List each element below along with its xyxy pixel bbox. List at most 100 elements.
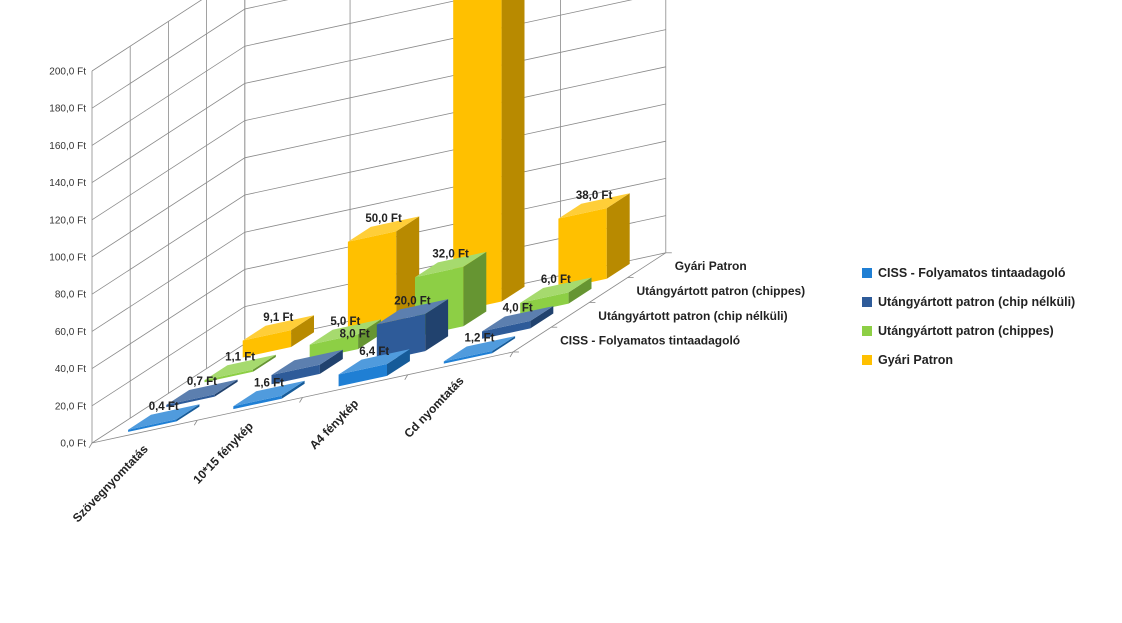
- category-label: Cd nyomtatás: [401, 374, 466, 441]
- series-axis-label: Utángyártott patron (chip nélküli): [598, 309, 787, 323]
- bar: [453, 0, 525, 312]
- data-label: 9,1 Ft: [263, 312, 293, 324]
- y-tick-label: 80,0 Ft: [55, 290, 86, 301]
- category-tick: [509, 351, 514, 358]
- data-label: 8,0 Ft: [340, 328, 370, 340]
- bar-front: [233, 395, 282, 410]
- y-tick-label: 140,0 Ft: [49, 178, 86, 189]
- series-axis-label: CISS - Folyamatos tintaadagoló: [560, 334, 740, 348]
- bar-side: [176, 404, 200, 422]
- bar: [271, 349, 343, 385]
- bar-side: [463, 251, 487, 327]
- data-label: 1,1 Ft: [225, 351, 255, 363]
- category-tick: [404, 374, 409, 380]
- bar-top: [376, 299, 449, 325]
- bar: [242, 315, 314, 358]
- legend-label: CISS - Folyamatos tintaadagoló: [878, 265, 1066, 280]
- legend-swatch: [862, 354, 872, 365]
- data-label: 32,0 Ft: [432, 249, 469, 261]
- bar-front: [309, 334, 359, 360]
- bar-top: [338, 349, 410, 375]
- bar-front: [166, 394, 215, 408]
- bar-front: [338, 364, 387, 387]
- bar-front: [347, 231, 397, 335]
- series-axis-label: Utángyártott patron (chippes): [637, 284, 806, 298]
- bar: [338, 349, 410, 387]
- category-tick: [88, 442, 93, 449]
- bar-top: [309, 319, 381, 345]
- category-tick: [193, 420, 198, 426]
- y-tick-label: 160,0 Ft: [49, 141, 86, 152]
- bar-front: [558, 208, 607, 290]
- bar-side: [606, 193, 630, 279]
- data-label: 1,6 Ft: [254, 377, 284, 389]
- legend-swatch: [862, 267, 872, 278]
- bar-front: [376, 313, 426, 362]
- bar-top: [204, 354, 276, 381]
- axes: [88, 252, 672, 449]
- y-tick-label: 0,0 Ft: [60, 439, 86, 450]
- category-tick: [299, 397, 303, 403]
- bar-side: [568, 277, 592, 304]
- gridline: [91, 0, 461, 146]
- bar-top: [482, 306, 554, 332]
- data-label: 6,0 Ft: [541, 274, 571, 286]
- bar-top: [347, 216, 420, 242]
- bar-front: [128, 419, 177, 432]
- legend-label: Gyári Patron: [878, 352, 954, 367]
- legend-swatch: [862, 325, 872, 336]
- data-label: 1,2 Ft: [464, 333, 494, 345]
- legend-label: Utángyártott patron (chip nélküli): [878, 294, 1076, 309]
- series-axis-label: Gyári Patron: [675, 259, 747, 273]
- bar-side: [291, 315, 314, 347]
- category-label: Szövegnyomtatás: [70, 442, 151, 525]
- bar-front: [443, 351, 493, 364]
- bar-top: [443, 336, 516, 362]
- bar-top: [166, 379, 238, 405]
- data-label: 0,4 Ft: [149, 401, 179, 413]
- data-label: 4,0 Ft: [503, 303, 533, 315]
- bar: [204, 354, 276, 383]
- bar-top: [242, 315, 314, 341]
- legend-item: Gyári Patron: [862, 345, 1075, 374]
- bar-side: [358, 319, 381, 350]
- data-label: 20,0 Ft: [394, 296, 431, 308]
- category-label: A4 fénykép: [307, 396, 362, 452]
- y-tick-label: 180,0 Ft: [49, 104, 86, 115]
- category-label: 10*15 fénykép: [190, 419, 256, 486]
- bar: [347, 216, 420, 335]
- bar-side: [396, 216, 420, 325]
- bar-top: [233, 380, 305, 407]
- bar-top: [415, 251, 487, 278]
- bar-side: [214, 379, 238, 397]
- bar: [376, 299, 449, 362]
- bar: [443, 336, 516, 364]
- y-tick-label: 120,0 Ft: [49, 215, 86, 226]
- legend-label: Utángyártott patron (chippes): [878, 323, 1054, 338]
- gridlines: [91, 0, 667, 444]
- y-tick-label: 100,0 Ft: [49, 253, 86, 264]
- bar: [520, 277, 592, 314]
- bar: [233, 380, 305, 410]
- bar-front: [204, 369, 253, 383]
- bar: [309, 319, 381, 360]
- legend-swatch: [862, 296, 872, 307]
- bar: [482, 306, 554, 339]
- y-tick-label: 200,0 Ft: [49, 67, 86, 78]
- bar: [128, 404, 200, 432]
- bars: [128, 0, 630, 432]
- bar: [166, 379, 238, 408]
- bar-front: [242, 330, 292, 358]
- bar-side: [281, 380, 305, 399]
- bar-front: [453, 0, 502, 312]
- bar: [558, 193, 630, 290]
- bar-front: [482, 320, 531, 339]
- data-label: 6,4 Ft: [359, 346, 389, 358]
- legend: CISS - Folyamatos tintaadagoló Utángyárto…: [862, 258, 1075, 374]
- bar-top: [128, 404, 200, 430]
- data-label: 50,0 Ft: [365, 213, 402, 225]
- bar-front: [520, 292, 569, 314]
- bar-side: [425, 299, 449, 352]
- y-tick-label: 60,0 Ft: [55, 327, 86, 338]
